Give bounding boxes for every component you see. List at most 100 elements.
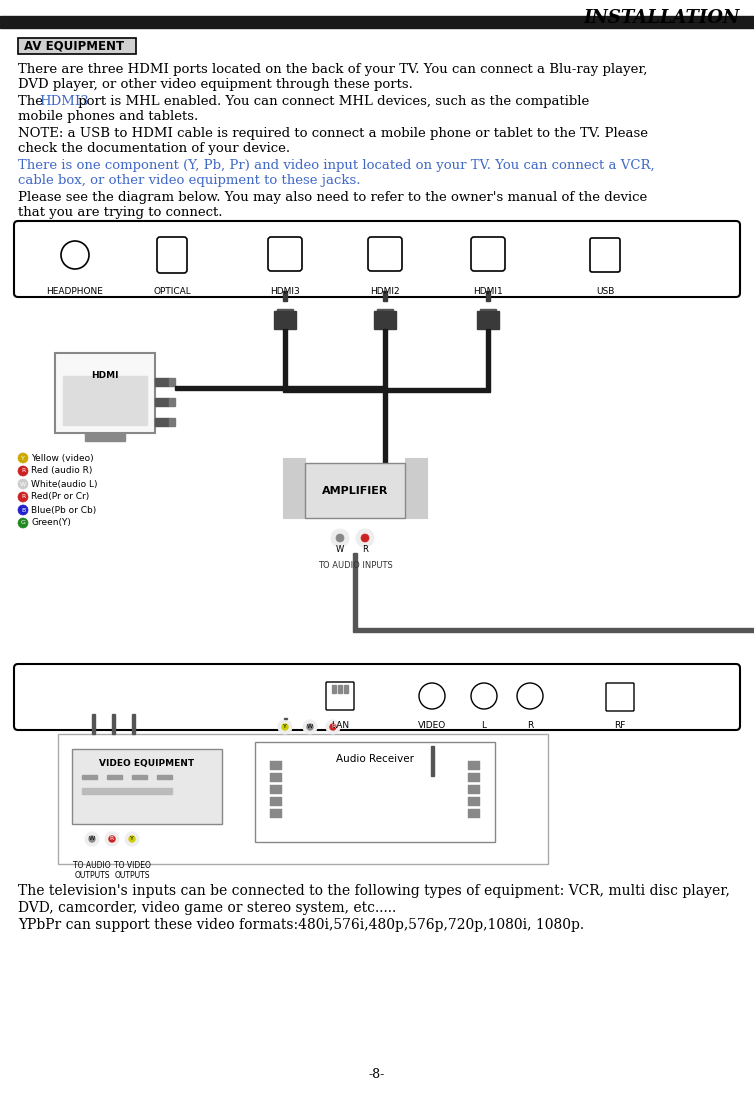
Bar [486, 328, 490, 388]
Circle shape [303, 721, 317, 734]
Bar [270, 797, 282, 806]
Text: HDMI: HDMI [91, 370, 118, 380]
Circle shape [331, 529, 349, 548]
Text: White(audio L): White(audio L) [31, 480, 97, 488]
Circle shape [18, 492, 28, 502]
Circle shape [89, 835, 95, 842]
Bar [92, 714, 95, 734]
Text: Yellow (video): Yellow (video) [31, 453, 93, 462]
Bar [285, 500, 303, 508]
Circle shape [18, 453, 28, 463]
Bar [374, 311, 396, 328]
Circle shape [125, 832, 139, 846]
Bar [407, 500, 425, 508]
Bar [175, 387, 385, 390]
Bar [155, 378, 169, 387]
Circle shape [330, 724, 336, 730]
FancyBboxPatch shape [326, 682, 354, 710]
FancyBboxPatch shape [471, 237, 505, 270]
Bar [283, 328, 287, 388]
Circle shape [282, 724, 288, 730]
Text: port is MHL enabled. You can connect MHL devices, such as the compatible: port is MHL enabled. You can connect MHL… [74, 95, 589, 108]
Text: The television's inputs can be connected to the following types of equipment: VC: The television's inputs can be connected… [18, 884, 730, 898]
Text: Y: Y [21, 456, 25, 461]
Text: L: L [482, 721, 486, 730]
Text: that you are trying to connect.: that you are trying to connect. [18, 206, 222, 219]
Text: Y: Y [283, 725, 287, 729]
Bar [383, 291, 387, 301]
Text: YPbPr can support these video formats:480i,576i,480p,576p,720p,1080i, 1080p.: YPbPr can support these video formats:48… [18, 918, 584, 932]
Text: OPTICAL: OPTICAL [153, 287, 191, 296]
Text: Red(Pr or Cr): Red(Pr or Cr) [31, 493, 89, 502]
Text: R: R [362, 545, 368, 554]
FancyBboxPatch shape [14, 221, 740, 297]
FancyBboxPatch shape [55, 353, 155, 433]
Text: R: R [331, 725, 335, 729]
Text: RF: RF [615, 721, 626, 730]
Bar [82, 775, 97, 779]
Bar [407, 466, 425, 475]
Text: TO AUDIO INPUTS: TO AUDIO INPUTS [317, 562, 392, 570]
Text: R: R [21, 469, 25, 473]
Text: W: W [89, 837, 95, 841]
Bar [0, 16, 754, 28]
Bar [270, 773, 282, 782]
Bar [338, 685, 342, 693]
Text: The: The [18, 95, 48, 108]
Bar [344, 685, 348, 693]
Text: R: R [110, 837, 114, 841]
Text: HDMI2: HDMI2 [370, 287, 400, 296]
Text: G: G [20, 520, 26, 526]
Text: LAN: LAN [331, 721, 349, 730]
Text: R: R [527, 721, 533, 730]
Text: AV EQUIPMENT: AV EQUIPMENT [24, 39, 124, 53]
Bar [169, 418, 175, 426]
Text: HDMI3: HDMI3 [270, 287, 300, 296]
Text: mobile phones and tablets.: mobile phones and tablets. [18, 110, 198, 123]
Bar [477, 311, 499, 328]
Bar [405, 458, 427, 518]
Bar [283, 388, 490, 392]
Text: W: W [307, 725, 313, 729]
Bar [468, 773, 480, 782]
Text: -8-: -8- [369, 1069, 385, 1082]
Text: cable box, or other video equipment to these jacks.: cable box, or other video equipment to t… [18, 174, 360, 187]
Bar [285, 479, 303, 486]
Bar [277, 309, 293, 315]
Bar [480, 309, 496, 315]
Circle shape [105, 832, 119, 846]
Circle shape [307, 724, 313, 730]
Circle shape [278, 721, 292, 734]
Bar [332, 685, 336, 693]
Bar [82, 788, 172, 794]
Text: HDMI1: HDMI1 [473, 287, 503, 296]
Bar [270, 761, 282, 770]
Bar [155, 397, 169, 406]
Circle shape [18, 518, 28, 528]
Text: B: B [21, 507, 25, 512]
Bar [353, 553, 357, 629]
Bar [274, 311, 296, 328]
Bar [18, 38, 136, 54]
Bar [305, 463, 405, 518]
Bar [85, 433, 125, 441]
Bar [431, 746, 434, 776]
Circle shape [18, 466, 28, 476]
Bar [377, 309, 393, 315]
Bar [407, 489, 425, 497]
Bar [283, 291, 287, 301]
Text: Blue(Pb or Cb): Blue(Pb or Cb) [31, 506, 97, 515]
Bar [63, 376, 147, 425]
Text: Audio Receiver: Audio Receiver [336, 754, 414, 764]
Text: DVD, camcorder, video game or stereo system, etc.....: DVD, camcorder, video game or stereo sys… [18, 901, 397, 915]
Circle shape [129, 835, 135, 842]
Text: Please see the diagram below. You may also need to refer to the owner's manual o: Please see the diagram below. You may al… [18, 191, 647, 204]
Bar [353, 629, 754, 632]
Text: W: W [336, 545, 344, 554]
Bar [132, 714, 135, 734]
Bar [468, 797, 480, 806]
Text: DVD player, or other video equipment through these ports.: DVD player, or other video equipment thr… [18, 78, 413, 91]
Bar [270, 809, 282, 818]
Text: INSTALLATION: INSTALLATION [584, 9, 740, 27]
Bar [112, 714, 115, 734]
